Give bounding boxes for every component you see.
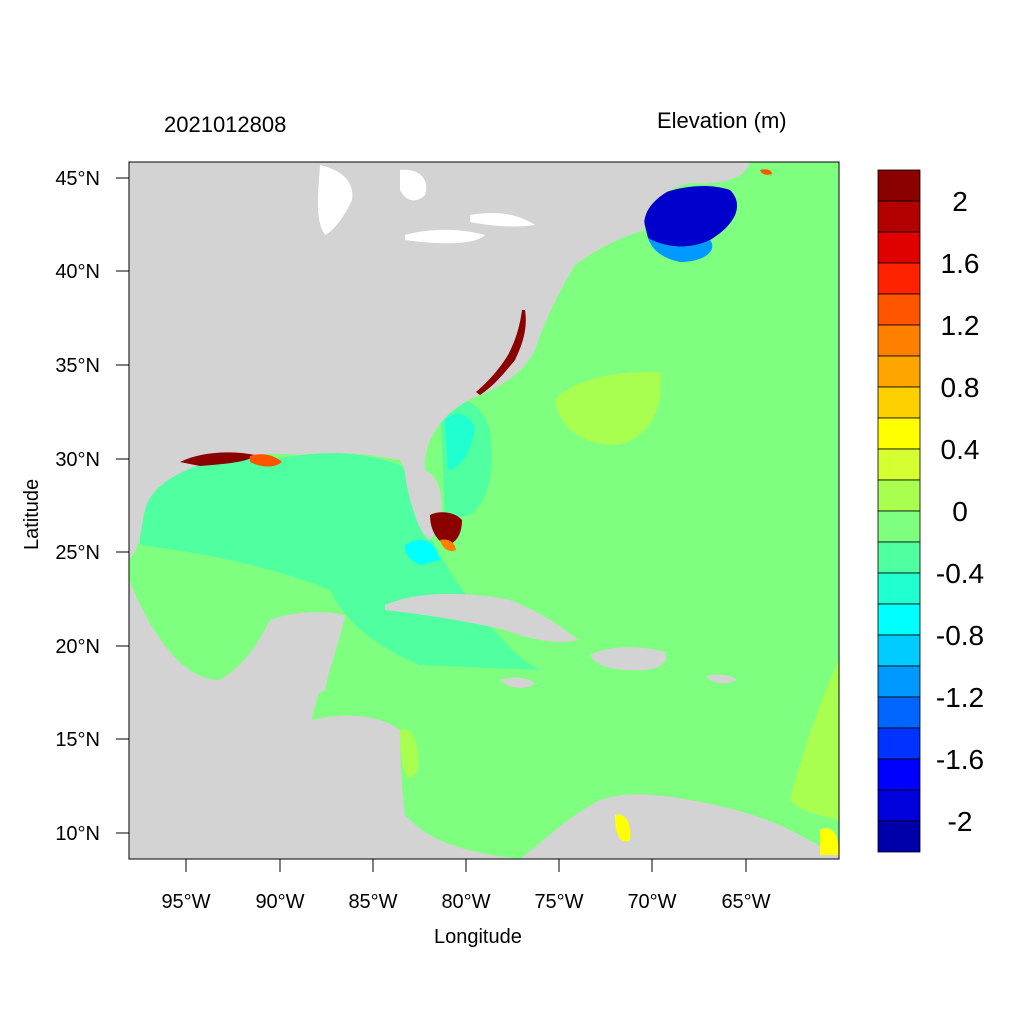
colorbar-label: 2: [952, 186, 968, 217]
y-tick-label: 45°N: [55, 168, 100, 190]
jamaica-land: [500, 677, 535, 689]
florida-shelf-cyan: [405, 540, 440, 565]
colorbar-label: -1.2: [936, 682, 984, 713]
date-title: 2021012808: [164, 112, 287, 137]
colorbar-segment: [877, 479, 921, 512]
colorbar-segment: [877, 200, 921, 233]
colorbar-segment: [877, 262, 921, 295]
y-axis-title: Latitude: [21, 478, 43, 550]
mississippi-surge: [250, 454, 282, 467]
gulf-of-maine-fringe: [648, 238, 713, 262]
y-tick-label: 40°N: [55, 261, 100, 283]
colorbar-segment: [877, 293, 921, 326]
colorbar-label: -1.6: [936, 744, 984, 775]
y-tick-label: 30°N: [55, 449, 100, 471]
colorbar-segment: [877, 727, 921, 760]
y-axis-ticks: 45°N 40°N 35°N 30°N 25°N 20°N 15°N 10°N: [55, 168, 129, 845]
colorbar-label: 0.4: [941, 434, 980, 465]
colorbar-label: -2: [948, 806, 973, 837]
colorbar-segment: [877, 510, 921, 543]
colorbar-segment: [877, 789, 921, 822]
louisiana-surge: [180, 452, 255, 466]
colorbar-label: 1.6: [941, 248, 980, 279]
south-florida-surge: [430, 512, 462, 545]
colorbar-segment: [877, 572, 921, 605]
colorbar-segment: [877, 696, 921, 729]
colorbar-label: 0: [952, 496, 968, 527]
colorbar-segment: [877, 758, 921, 791]
colorbar-label: 1.2: [941, 310, 980, 341]
map-area: [129, 162, 839, 859]
colorbar-segment: [877, 231, 921, 264]
x-tick-label: 80°W: [441, 891, 490, 913]
cuba-land: [385, 593, 578, 642]
south-america-land: [520, 794, 839, 859]
colorbar-label: -0.4: [936, 558, 984, 589]
x-tick-label: 90°W: [255, 891, 304, 913]
colorbar-label: 0.8: [941, 372, 980, 403]
yucatan-land: [268, 614, 345, 696]
east-coast-surge-strip: [476, 310, 526, 395]
colorbar-segment: [877, 820, 921, 853]
plot-frame: [128, 161, 840, 860]
colorbar-segment: [877, 386, 921, 419]
x-tick-label: 65°W: [721, 891, 770, 913]
georgia-shelf-cyan: [445, 414, 475, 470]
hispaniola-land: [590, 647, 666, 671]
x-tick-label: 70°W: [627, 891, 676, 913]
colorbar-segment: [877, 541, 921, 574]
x-axis-title: Longitude: [434, 926, 522, 948]
colorbar-segment: [877, 324, 921, 357]
colorbar-segment: [877, 448, 921, 481]
y-tick-label: 35°N: [55, 355, 100, 377]
y-tick-label: 25°N: [55, 542, 100, 564]
colorbar-segment: [877, 603, 921, 636]
x-tick-label: 85°W: [348, 891, 397, 913]
caribbean-positive-west: [400, 729, 419, 778]
northeast-orange-spot: [760, 169, 772, 175]
caribbean-positive-east: [790, 660, 839, 820]
y-tick-label: 10°N: [55, 823, 100, 845]
units-title: Elevation (m): [657, 108, 787, 133]
colorbar-label: -0.8: [936, 620, 984, 651]
y-tick-label: 15°N: [55, 729, 100, 751]
colorbar-segment: [877, 634, 921, 667]
north-america-land: [129, 162, 750, 560]
colorbar: 2 1.6 1.2 0.8 0.4 0 -0.4 -0.8 -1.2 -1.6 -2: [877, 169, 984, 853]
colorbar-segment: [877, 417, 921, 450]
y-tick-label: 20°N: [55, 636, 100, 658]
x-axis-ticks: 95°W 90°W 85°W 80°W 75°W 70°W 65°W: [161, 859, 771, 913]
colorbar-segment: [877, 355, 921, 388]
colorbar-segment: [877, 665, 921, 698]
puerto-rico-land: [706, 674, 737, 684]
florida-tip-orange: [440, 539, 456, 552]
x-tick-label: 95°W: [161, 891, 210, 913]
great-lakes-water: [317, 165, 535, 244]
mexico-central-america-land: [129, 580, 520, 859]
colorbar-segment: [877, 169, 921, 202]
x-tick-label: 75°W: [534, 891, 583, 913]
gulf-of-maine-trough: [640, 185, 738, 247]
atlantic-positive-blob: [555, 371, 661, 445]
